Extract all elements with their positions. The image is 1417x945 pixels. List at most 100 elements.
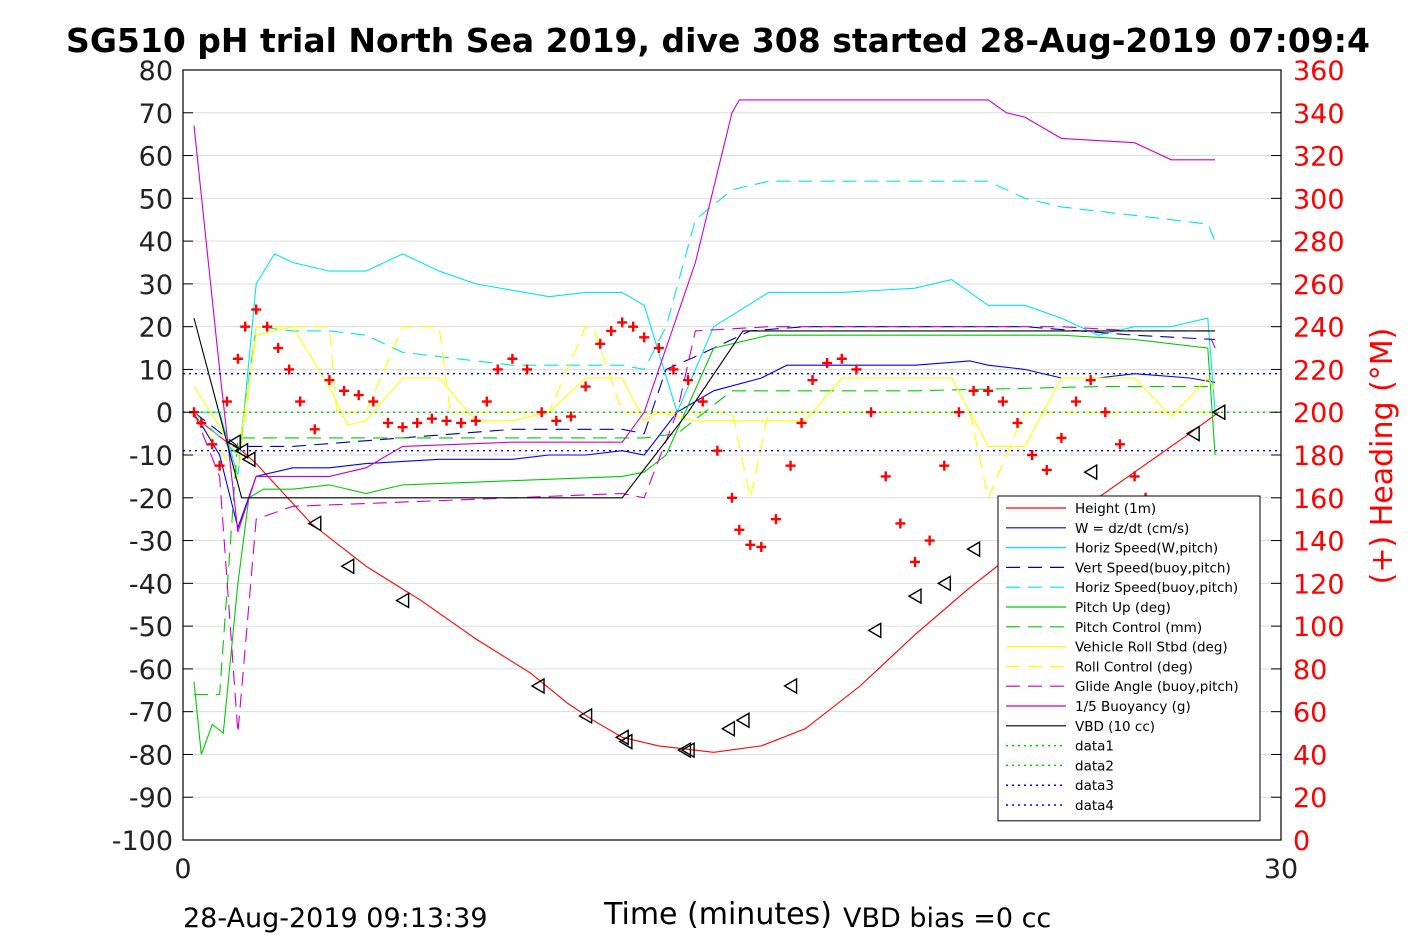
y2-tick-label: 220 <box>1293 355 1345 386</box>
heading-point <box>536 407 547 418</box>
depth-marker <box>680 741 695 759</box>
heading-point <box>595 338 606 349</box>
legend-label: Glide Angle (buoy,pitch) <box>1075 679 1239 695</box>
heading-point <box>653 343 664 354</box>
heading-point <box>727 492 737 503</box>
heading-point <box>683 375 694 386</box>
y-tick-label: 80 <box>139 56 173 87</box>
y2-tick-label: 300 <box>1293 184 1345 215</box>
y2-tick-label: 100 <box>1293 612 1345 643</box>
heading-point <box>262 321 273 332</box>
heading-point <box>822 358 833 369</box>
heading-point <box>426 413 437 424</box>
series-1-5-buoyancy-g <box>193 99 1216 533</box>
legend-label: Vert Speed(buoy,pitch) <box>1075 560 1231 576</box>
heading-point <box>910 556 920 567</box>
depth-marker <box>867 622 882 639</box>
heading-point <box>745 539 756 550</box>
y-tick-label: 0 <box>156 398 173 429</box>
y-tick-label: -90 <box>129 783 173 814</box>
heading-point <box>251 304 262 315</box>
heading-point <box>697 396 708 407</box>
y2-axis-label: (+) Heading (°M) <box>1365 328 1400 585</box>
depth-marker <box>340 558 355 575</box>
marker-series <box>226 404 1226 759</box>
heading-point <box>983 385 994 396</box>
heading-point <box>1041 464 1052 475</box>
heading-point <box>492 364 503 375</box>
heading-point <box>756 541 767 552</box>
series-pitch-control-mm <box>194 386 1216 696</box>
y2-tick-label: 280 <box>1293 227 1345 258</box>
y-tick-label: 50 <box>139 184 173 215</box>
y2-tick-label: 340 <box>1293 99 1345 130</box>
heading-point <box>273 343 284 354</box>
heading-point <box>309 424 320 435</box>
y2-tick-label: 200 <box>1293 398 1345 429</box>
heading-point <box>1071 396 1082 407</box>
y2-tick-label: 320 <box>1293 142 1345 173</box>
depth-marker <box>226 433 241 451</box>
heading-point <box>353 390 364 401</box>
depth-marker <box>936 575 951 592</box>
depth-marker <box>395 592 410 609</box>
y-tick-label: -70 <box>129 698 173 729</box>
heading-point <box>851 364 862 375</box>
heading-point <box>397 422 408 433</box>
y2-tick-label: 0 <box>1293 826 1310 857</box>
heading-point <box>712 445 723 456</box>
series-layer <box>183 99 1281 755</box>
y-tick-label: 70 <box>139 99 173 130</box>
heading-point <box>481 396 492 407</box>
heading-point <box>1085 375 1096 386</box>
y2-tick-label: 40 <box>1293 740 1327 771</box>
heading-point <box>551 415 562 426</box>
series-vehicle-roll-stbd-deg <box>193 326 1216 457</box>
heading-point <box>1027 450 1038 460</box>
heading-point <box>324 375 335 386</box>
depth-marker <box>241 451 256 468</box>
heading-point <box>522 364 533 375</box>
y2-axis-ticks: 3603403203002802602402202001801601401201… <box>1271 56 1345 857</box>
legend-label: data1 <box>1075 739 1114 755</box>
legend-label: Horiz Speed(buoy,pitch) <box>1075 580 1238 596</box>
depth-marker <box>618 733 633 750</box>
legend-label: VBD (10 cc) <box>1075 719 1155 735</box>
y-tick-label: -30 <box>129 527 173 558</box>
y2-tick-label: 240 <box>1293 313 1345 344</box>
series-horiz-speed-w-pitch <box>194 253 1216 477</box>
depth-marker <box>677 741 692 759</box>
heading-point <box>606 325 617 336</box>
y-tick-label: -60 <box>129 655 173 686</box>
chart-title: SG510 pH trial North Sea 2019, dive 308 … <box>66 21 1370 60</box>
legend-label: data2 <box>1075 758 1114 774</box>
y2-tick-label: 160 <box>1293 484 1345 515</box>
heading-point <box>1129 471 1140 482</box>
legend-label: Horiz Speed(W,pitch) <box>1075 541 1218 557</box>
heading-point <box>895 518 906 529</box>
series-horiz-speed-buoy-pitch <box>193 180 1216 457</box>
heading-point <box>221 396 232 407</box>
depth-marker <box>1211 404 1226 421</box>
y2-tick-label: 60 <box>1293 698 1327 729</box>
heading-point <box>240 321 251 332</box>
y-tick-label: 30 <box>139 270 173 301</box>
heading-point <box>807 375 818 386</box>
y2-tick-label: 20 <box>1293 783 1327 814</box>
legend-label: Pitch Control (mm) <box>1075 620 1202 636</box>
depth-marker <box>966 540 981 558</box>
heading-point <box>880 471 891 482</box>
y2-tick-label: 360 <box>1293 56 1345 87</box>
legend-label: Height (1m) <box>1075 501 1156 517</box>
heading-point <box>617 317 628 328</box>
x-tick-label: 30 <box>1264 854 1298 885</box>
x-axis-label: Time (minutes) <box>603 897 832 932</box>
y-axis-ticks: 80 70 60 50 40 30 20 10 0 -10 -20 -30 -40 -50 -60 -70 -8… <box>112 56 193 857</box>
heading-point <box>382 417 393 428</box>
heading-point <box>1056 432 1067 443</box>
heading-point <box>580 381 591 392</box>
legend-label: W = dz/dt (cm/s) <box>1075 521 1189 537</box>
y-tick-label: -80 <box>129 740 173 771</box>
heading-point <box>207 439 218 450</box>
